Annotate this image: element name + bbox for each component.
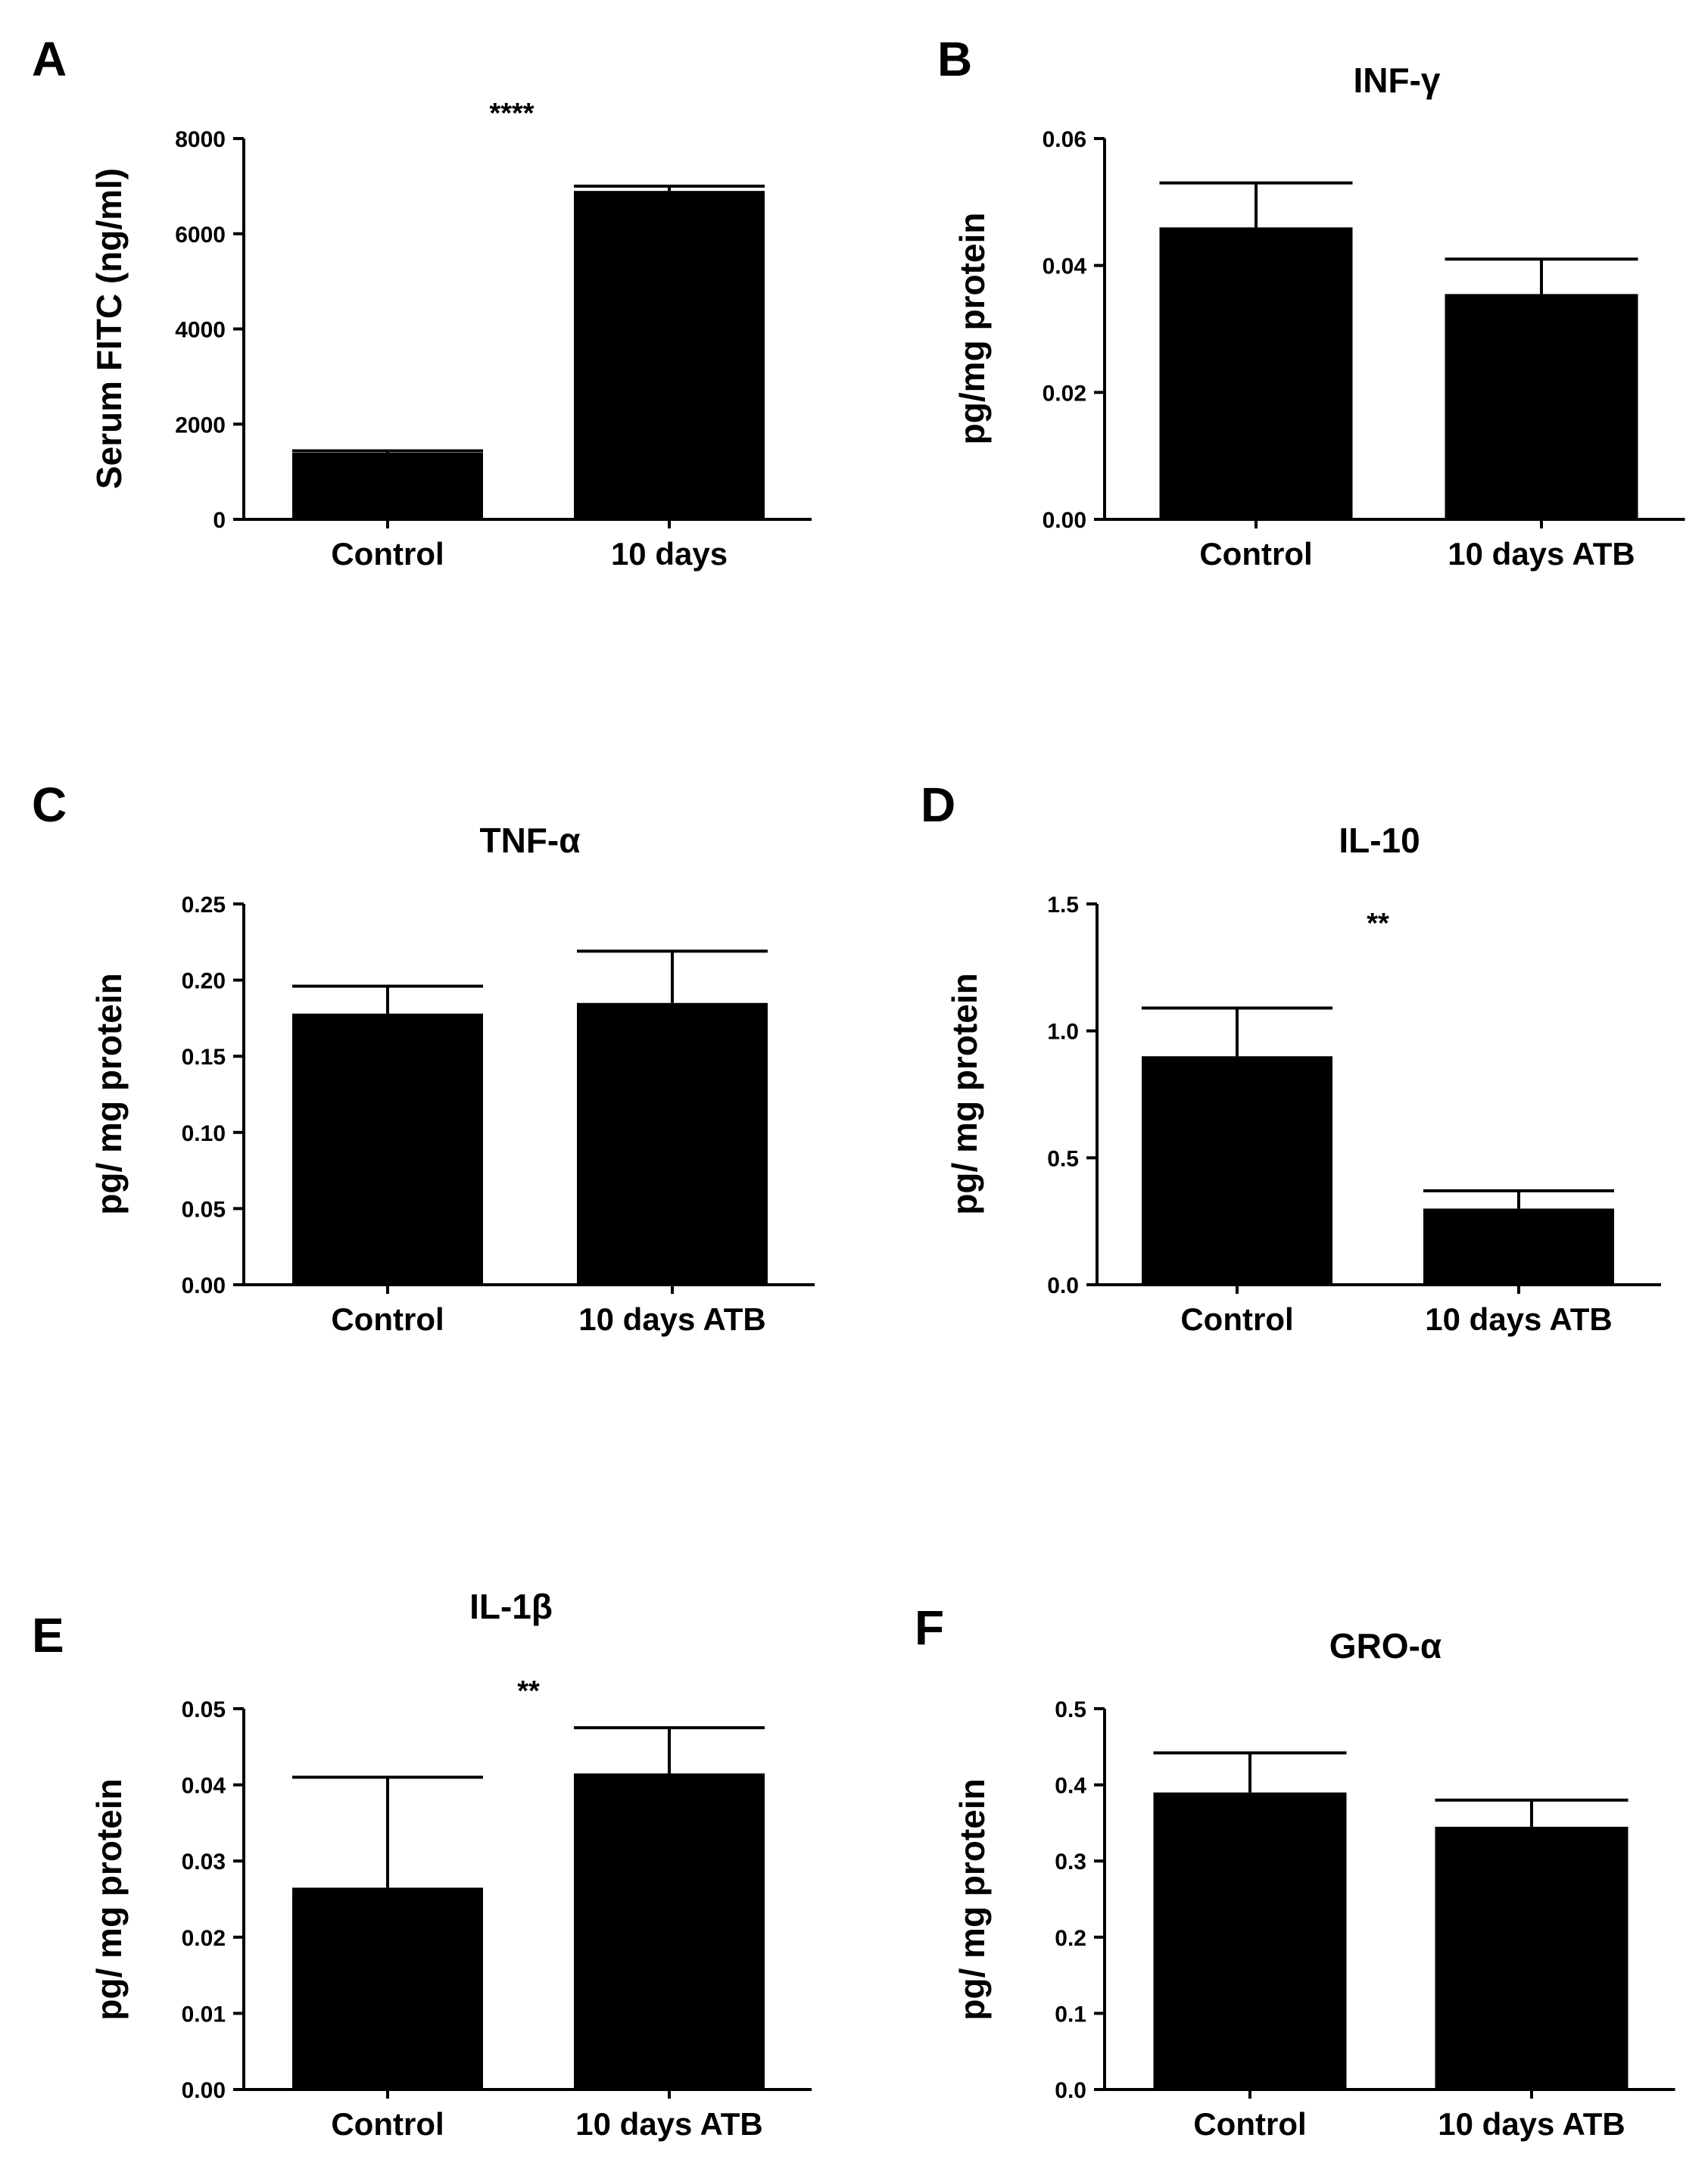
chart-panel-f: F GRO-α pg/ mg protein 0.0 0.1 0.2 0.3 0.4 0.5 Co… xyxy=(915,1600,1675,2142)
y-tick-label: 0.5 xyxy=(1047,1146,1079,1171)
y-tick-label: 2000 xyxy=(175,413,226,438)
y-tick-label: 0.2 xyxy=(1055,1926,1086,1951)
significance-marker: ** xyxy=(517,1675,540,1707)
x-tick-label: 10 days ATB xyxy=(1438,2106,1625,2142)
chart-panel-b: B INF-γ pg/mg protein 0.00 0.02 0.04 0.06 Contr… xyxy=(937,32,1685,572)
y-tick-label: 0.00 xyxy=(1043,508,1086,533)
y-tick-label: 0.3 xyxy=(1055,1850,1086,1875)
y-tick-label: 1.0 xyxy=(1047,1020,1079,1045)
chart-panel-c: C TNF-α pg/ mg protein 0.00 0.05 0.10 0.15 0.20… xyxy=(32,778,815,1337)
chart-title: IL-1β xyxy=(469,1587,553,1626)
y-tick-label: 0.06 xyxy=(1043,127,1086,152)
y-tick-label: 4000 xyxy=(175,318,226,343)
significance-marker: ** xyxy=(1367,908,1389,940)
y-tick-label: 0.10 xyxy=(182,1121,226,1146)
chart-title: GRO-α xyxy=(1329,1626,1442,1666)
chart-panel-a: A Serum FITC (ng/ml) 0 2000 4000 6000 8000 Cont… xyxy=(32,32,812,572)
bar xyxy=(1423,1208,1614,1285)
y-tick-label: 0.01 xyxy=(182,2002,226,2027)
x-tick-label: Control xyxy=(331,1301,444,1337)
y-axis-label: Serum FITC (ng/ml) xyxy=(89,168,129,489)
significance-marker: **** xyxy=(489,98,534,129)
panel-letter: E xyxy=(32,1608,64,1663)
bar xyxy=(1445,294,1638,519)
x-tick-label: Control xyxy=(331,2106,444,2142)
panel-letter: B xyxy=(937,32,972,86)
y-tick-label: 1.5 xyxy=(1047,893,1079,918)
bar xyxy=(292,452,483,519)
x-tick-label: 10 days ATB xyxy=(575,2106,762,2142)
y-axis-label: pg/ mg protein xyxy=(89,1778,129,2020)
chart-panel-d: D IL-10 pg/ mg protein 0.0 0.5 1.0 1.5 Control 1… xyxy=(921,778,1661,1337)
y-tick-label: 0.05 xyxy=(182,1697,226,1722)
chart-title: INF-γ xyxy=(1354,61,1441,100)
y-tick-label: 0.00 xyxy=(182,2078,226,2103)
chart-title: TNF-α xyxy=(479,821,580,860)
y-tick-label: 0.5 xyxy=(1055,1697,1086,1722)
y-tick-label: 0.02 xyxy=(1043,381,1086,406)
x-tick-label: 10 days ATB xyxy=(1448,536,1635,572)
x-tick-label: 10 days xyxy=(611,536,728,572)
panel-letter: F xyxy=(915,1600,944,1655)
x-tick-label: Control xyxy=(1199,536,1312,572)
y-tick-label: 0.04 xyxy=(182,1774,226,1799)
y-tick-label: 0.0 xyxy=(1047,1273,1079,1298)
panel-letter: C xyxy=(32,778,67,832)
y-tick-label: 0.03 xyxy=(182,1850,226,1875)
y-tick-label: 6000 xyxy=(175,223,226,248)
bar xyxy=(1159,227,1353,519)
y-tick-label: 0.0 xyxy=(1055,2078,1086,2103)
chart-title: IL-10 xyxy=(1339,821,1420,860)
bar xyxy=(577,1002,768,1285)
y-axis-label: pg/ mg protein xyxy=(952,1778,992,2020)
x-tick-label: Control xyxy=(1180,1301,1293,1337)
y-axis-label: pg/mg protein xyxy=(952,213,992,445)
bar xyxy=(574,1773,765,2090)
y-axis-label: pg/ mg protein xyxy=(89,973,129,1214)
y-tick-label: 0.02 xyxy=(182,1926,226,1951)
y-tick-label: 0.4 xyxy=(1055,1774,1086,1799)
chart-panel-e: E IL-1β pg/ mg protein 0.00 0.01 0.02 0.03 0.04… xyxy=(32,1587,812,2142)
y-tick-label: 0.20 xyxy=(182,969,226,994)
y-tick-label: 0.04 xyxy=(1043,254,1087,279)
y-tick-label: 0.25 xyxy=(182,893,226,918)
y-tick-label: 0.1 xyxy=(1055,2002,1086,2027)
bar xyxy=(1153,1792,1347,2090)
bar xyxy=(1142,1056,1332,1285)
y-tick-label: 0 xyxy=(213,508,226,533)
x-tick-label: Control xyxy=(331,536,444,572)
y-axis-label: pg/ mg protein xyxy=(945,973,984,1214)
x-tick-label: 10 days ATB xyxy=(1425,1301,1612,1337)
y-tick-label: 0.05 xyxy=(182,1197,226,1222)
panel-letter: D xyxy=(921,778,955,832)
x-tick-label: 10 days ATB xyxy=(578,1301,765,1337)
bar xyxy=(574,191,765,519)
bar xyxy=(292,1887,483,2090)
y-tick-label: 0.15 xyxy=(182,1045,226,1070)
bar xyxy=(292,1013,483,1285)
panel-letter: A xyxy=(32,32,67,86)
bar xyxy=(1435,1826,1629,2090)
y-tick-label: 8000 xyxy=(175,127,226,152)
x-tick-label: Control xyxy=(1193,2106,1306,2142)
y-tick-label: 0.00 xyxy=(182,1273,226,1298)
